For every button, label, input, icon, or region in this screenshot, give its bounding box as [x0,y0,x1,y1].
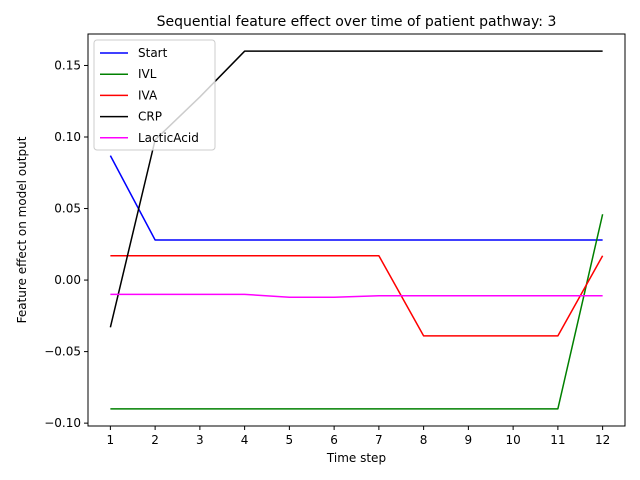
series-line-ivl [110,214,604,410]
y-axis: −0.10 −0.05 0.00 0.05 0.10 0.15 [44,58,88,430]
series-line-lacticacid [110,293,603,298]
x-tick-label: 12 [595,433,610,447]
x-tick-label: 5 [286,433,294,447]
legend-label: IVL [138,67,157,81]
chart-title: Sequential feature effect over time of p… [157,14,557,30]
legend-label: CRP [138,110,162,124]
x-tick-label: 7 [375,433,383,447]
y-tick-label: 0.10 [54,130,81,144]
x-tick-label: 9 [465,433,473,447]
y-tick-label: −0.05 [44,345,81,359]
legend-label: Start [138,46,168,60]
x-tick-label: 6 [330,433,338,447]
x-axis-label: Time step [326,451,386,465]
y-axis-label: Feature effect on model output [15,136,29,323]
y-tick-label: −0.10 [44,416,81,430]
legend: Start IVL IVA CRP LacticAcid [93,39,216,151]
y-tick-label: 0.05 [54,202,81,216]
series-line-start [109,155,603,241]
x-tick-label: 3 [196,433,204,447]
legend-box [93,39,216,151]
x-tick-label: 11 [550,433,565,447]
x-tick-label: 2 [151,433,159,447]
series-line-iva [110,255,604,337]
x-tick-label: 10 [505,433,520,447]
x-tick-label: 1 [107,433,115,447]
x-tick-label: 4 [241,433,249,447]
x-axis: 1 2 3 4 5 6 7 8 9 10 11 12 [107,426,610,447]
y-tick-label: 0.15 [54,58,81,72]
x-tick-label: 8 [420,433,428,447]
y-tick-label: 0.00 [54,273,81,287]
plot-frame [87,33,626,427]
legend-label: IVA [138,88,158,102]
legend-label: LacticAcid [138,131,199,145]
